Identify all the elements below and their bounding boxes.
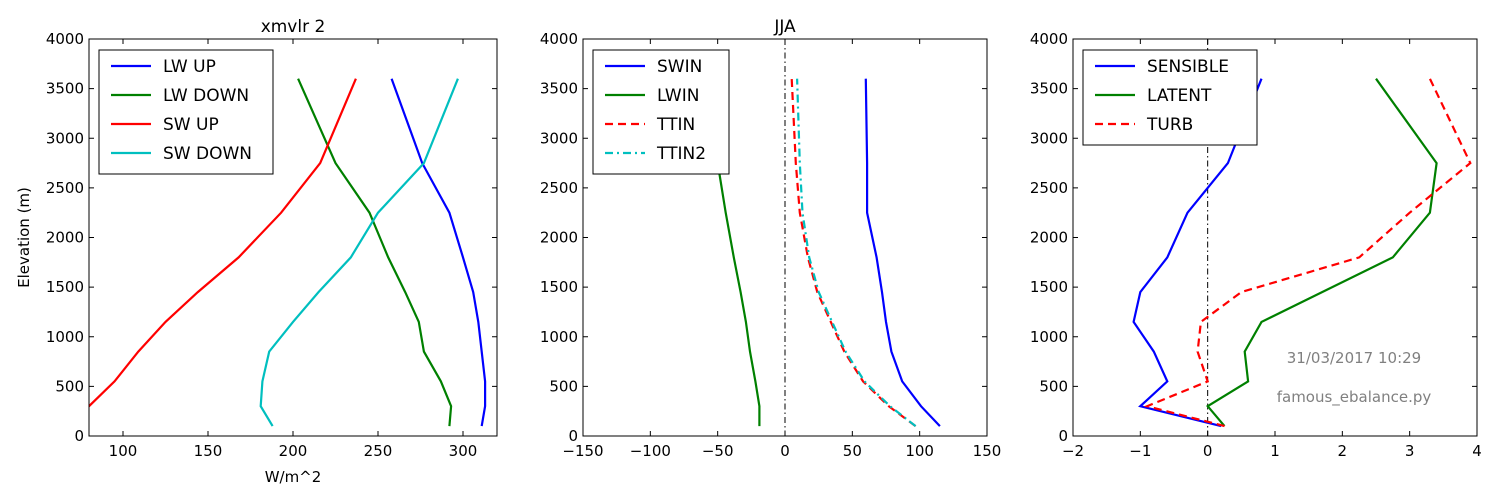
chart-title: xmvlr 2 <box>261 17 326 37</box>
x-tick-label: −50 <box>702 442 734 460</box>
x-tick-label: 250 <box>364 442 393 460</box>
y-axis-label: Elevation (m) <box>15 187 33 288</box>
y-tick-label: 3500 <box>540 80 578 98</box>
series-line-lwin <box>711 78 761 427</box>
legend-label: TTIN2 <box>656 144 706 164</box>
y-tick-label: 0 <box>1058 427 1068 445</box>
x-tick-label: 50 <box>843 442 862 460</box>
x-tick-label: −150 <box>562 442 603 460</box>
x-tick-label: 200 <box>279 442 308 460</box>
legend-label: TURB <box>1146 115 1193 135</box>
y-tick-label: 1500 <box>46 278 84 296</box>
series-line-turb <box>1143 78 1472 428</box>
legend-label: SWIN <box>657 57 702 77</box>
legend: LW UP LW DOWN SW UP SW DOWN <box>98 49 274 175</box>
y-tick-label: 1000 <box>1030 328 1068 346</box>
series-lines <box>711 78 941 427</box>
y-tick-label: 4000 <box>46 30 84 48</box>
x-tick-label: −100 <box>630 442 671 460</box>
series-lines <box>1132 78 1472 428</box>
y-tick-label: 500 <box>1039 377 1068 395</box>
y-tick-label: 3000 <box>540 129 578 147</box>
y-tick-label: 2500 <box>1030 179 1068 197</box>
series-line-lw-up <box>390 78 487 427</box>
x-tick-label: 150 <box>973 442 1002 460</box>
legend-label: LW DOWN <box>163 86 249 106</box>
series-line-ttin2 <box>796 78 917 427</box>
legend-label: SW DOWN <box>163 144 252 164</box>
y-tick-label: 1500 <box>540 278 578 296</box>
script-name-annotation: famous_ebalance.py <box>1277 388 1432 407</box>
series-line-sw-up <box>89 78 357 408</box>
x-tick-label: 4 <box>1472 442 1482 460</box>
x-tick-label: 0 <box>780 442 790 460</box>
y-tick-label: 2500 <box>46 179 84 197</box>
y-tick-label: 3000 <box>46 129 84 147</box>
chart-title: JJA <box>773 17 796 37</box>
panel-3: −2 −1 0 1 2 3 4 0 500 1000 1500 2000 2500 3000 3500 400… <box>1030 30 1482 460</box>
timestamp-annotation: 31/03/2017 10:29 <box>1287 349 1421 367</box>
x-tick-label: 3 <box>1405 442 1415 460</box>
y-tick-label: 3000 <box>1030 129 1068 147</box>
legend-label: SW UP <box>163 115 219 135</box>
series-line-sensible <box>1132 78 1263 428</box>
legend-label: SENSIBLE <box>1147 57 1229 77</box>
x-tick-label: 100 <box>109 442 138 460</box>
series-lines <box>89 78 487 427</box>
y-tick-label: 3500 <box>46 80 84 98</box>
y-tick-label: 2000 <box>540 229 578 247</box>
y-tick-label: 1500 <box>1030 278 1068 296</box>
legend-label: TTIN <box>656 115 695 135</box>
y-tick-label: 500 <box>55 377 84 395</box>
x-axis-label: W/m^2 <box>265 468 322 486</box>
y-tick-label: 500 <box>549 377 578 395</box>
legend: SWIN LWIN TTIN TTIN2 <box>592 49 730 175</box>
y-tick-label: 1000 <box>540 328 578 346</box>
y-tick-label: 1000 <box>46 328 84 346</box>
series-line-ttin <box>790 78 917 427</box>
x-tick-label: 2 <box>1338 442 1348 460</box>
y-tick-label: 3500 <box>1030 80 1068 98</box>
y-tick-label: 2000 <box>46 229 84 247</box>
x-tick-label: 300 <box>449 442 478 460</box>
legend-label: LATENT <box>1147 86 1212 106</box>
x-tick-label: 100 <box>905 442 934 460</box>
legend-label: LW UP <box>163 57 216 77</box>
series-line-swin <box>864 78 941 427</box>
series-line-lw-down <box>297 78 453 427</box>
legend-label: LWIN <box>657 86 699 106</box>
panel-1: 100 150 200 250 3000500100015002000250030003… <box>15 17 498 486</box>
series-line-sw-down <box>259 78 459 427</box>
panel-2: −150 −100 −50 0 50 100 15005001000150020002500… <box>540 17 1002 460</box>
x-tick-label: 0 <box>1203 442 1213 460</box>
x-tick-label: 150 <box>194 442 223 460</box>
y-tick-label: 0 <box>568 427 578 445</box>
legend-box <box>592 49 730 175</box>
y-tick-label: 4000 <box>540 30 578 48</box>
series-line-latent <box>1206 78 1438 427</box>
y-tick-label: 4000 <box>1030 30 1068 48</box>
y-tick-label: 0 <box>74 427 84 445</box>
x-tick-label: 1 <box>1270 442 1280 460</box>
y-tick-label: 2000 <box>1030 229 1068 247</box>
legend: SENSIBLE LATENT TURB <box>1082 49 1258 146</box>
x-tick-label: −1 <box>1129 442 1151 460</box>
x-tick-label: −2 <box>1062 442 1084 460</box>
y-tick-label: 2500 <box>540 179 578 197</box>
